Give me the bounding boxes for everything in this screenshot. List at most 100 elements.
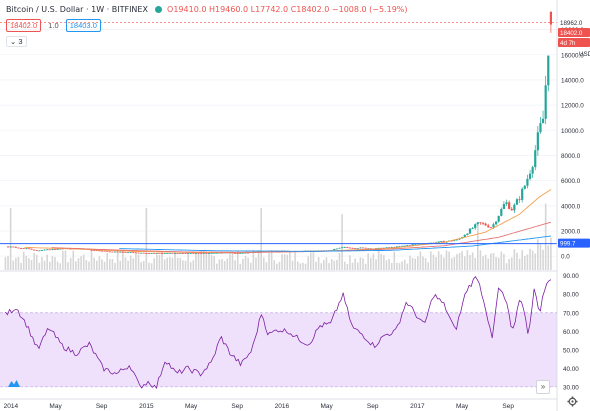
- volume-bar: [372, 253, 375, 270]
- volume-bar: [195, 253, 197, 270]
- candle-body: [145, 253, 148, 254]
- volume-bar: [15, 257, 17, 270]
- time-tick-label: Sep: [231, 403, 243, 410]
- volume-bar: [242, 258, 244, 270]
- scroll-to-realtime-button[interactable]: »: [536, 380, 550, 394]
- candle-body: [335, 248, 338, 250]
- volume-bar: [148, 262, 150, 270]
- candle-body: [163, 253, 166, 254]
- volume-bar: [239, 263, 242, 270]
- volume-bar: [281, 254, 283, 270]
- candle-body: [455, 239, 459, 241]
- volume-bar: [88, 261, 90, 270]
- candle-body: [46, 249, 49, 251]
- volume-bar: [48, 261, 51, 270]
- candle-body: [121, 251, 124, 253]
- volume-bar: [166, 257, 169, 270]
- volume-bar: [354, 258, 356, 270]
- volume-bar: [437, 251, 440, 270]
- volume-bar: [393, 251, 396, 270]
- volume-bar: [325, 257, 328, 270]
- volume-bar: [77, 258, 80, 270]
- price-label-text: 18962.0: [560, 20, 583, 27]
- candle-body: [155, 253, 158, 254]
- volume-bar: [531, 250, 534, 270]
- volume-bar: [9, 208, 12, 270]
- volume-bar: [43, 260, 46, 270]
- gear-icon[interactable]: [567, 396, 578, 407]
- volume-bar: [495, 256, 497, 270]
- candle-body: [380, 247, 383, 249]
- volume-bar: [216, 263, 218, 270]
- volume-bar: [205, 251, 208, 270]
- candle-body: [213, 252, 216, 254]
- moving-averages: [24, 189, 552, 254]
- volume-bar: [510, 257, 513, 270]
- rsi-tick-label: 50.00: [563, 347, 579, 354]
- candle-body: [166, 253, 169, 254]
- volume-bar: [542, 249, 544, 270]
- candle-body: [210, 253, 213, 254]
- bid-button[interactable]: 18402.0: [6, 19, 42, 32]
- volume-bar: [62, 250, 64, 270]
- volume-bar: [176, 257, 179, 270]
- volume-bar: [119, 260, 122, 270]
- candle-body: [6, 246, 10, 248]
- volume-bar: [364, 263, 367, 270]
- ask-button[interactable]: 18403.0: [65, 19, 101, 32]
- volume-bar: [46, 254, 48, 270]
- candle-body: [510, 208, 513, 211]
- candle-body: [98, 250, 101, 252]
- volume-bar: [12, 260, 15, 270]
- logo-icon[interactable]: [7, 378, 21, 389]
- rsi-band: [0, 312, 557, 387]
- volume-bar: [490, 253, 492, 270]
- candle-body: [393, 247, 396, 248]
- candle-body: [515, 199, 519, 205]
- candle-body: [14, 246, 17, 248]
- volume-bar: [388, 258, 390, 270]
- price-label-bg: [558, 28, 590, 37]
- volume-bar: [351, 262, 354, 270]
- volume-bar: [343, 261, 346, 270]
- volume-bar: [508, 258, 510, 270]
- volume-bar: [98, 256, 101, 270]
- volume-bar: [59, 263, 62, 270]
- time-tick-label: Sep: [96, 403, 108, 410]
- candle-body: [142, 252, 145, 254]
- quote-row: 18402.0 1.0 18403.0: [6, 19, 101, 32]
- price-label-text: 999.7: [560, 241, 576, 248]
- volume-bar: [268, 252, 270, 270]
- candle-body: [160, 253, 164, 254]
- candle-body: [108, 251, 111, 253]
- volume-bar: [411, 257, 414, 270]
- candle-body: [523, 185, 526, 189]
- candle-body: [377, 247, 380, 249]
- volume-bar: [106, 253, 109, 270]
- volume-bar: [229, 254, 231, 270]
- volume-bar: [244, 255, 247, 270]
- volume-bar: [307, 256, 309, 270]
- volume-bar: [140, 262, 142, 270]
- candle-body: [518, 199, 521, 201]
- volume-bar: [132, 258, 135, 270]
- candle-body: [333, 248, 336, 251]
- candle-body: [364, 247, 367, 249]
- candle-body: [194, 252, 198, 254]
- volume-bar: [150, 263, 153, 270]
- candle-body: [140, 252, 143, 254]
- indicators-toggle[interactable]: ⌄ 3: [6, 36, 27, 47]
- volume-bar: [461, 251, 463, 270]
- time-tick-label: 2017: [410, 403, 425, 410]
- candle-body: [476, 222, 479, 225]
- volume-bar: [534, 253, 537, 270]
- volume-bar: [537, 239, 539, 270]
- moving-average-line: [119, 235, 551, 252]
- volume-bar: [276, 263, 278, 270]
- candle-body: [22, 248, 25, 249]
- volume-bar: [22, 251, 25, 270]
- volume-bar: [17, 256, 20, 270]
- volume-bar: [247, 257, 249, 270]
- candle-body: [205, 253, 208, 254]
